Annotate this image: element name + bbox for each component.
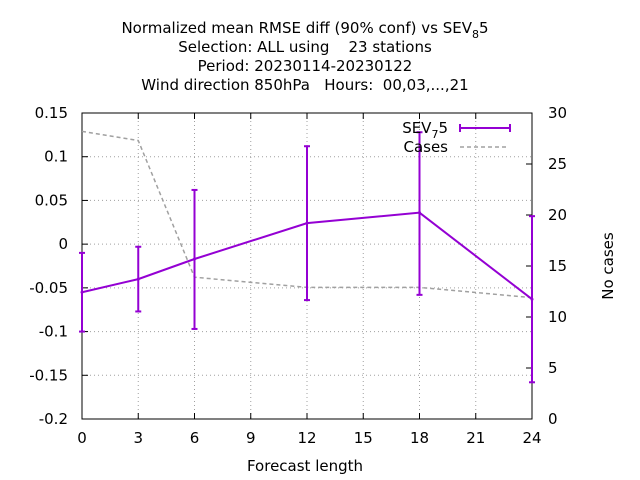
data-point	[305, 221, 309, 225]
x-tick-label: 15	[354, 429, 373, 447]
y2-tick-label: 30	[548, 104, 567, 122]
y-tick-label: -0.15	[29, 366, 68, 384]
y2-tick-label: 0	[548, 410, 558, 428]
y2-tick-label: 20	[548, 206, 567, 224]
series-sev	[79, 131, 535, 384]
data-point	[136, 277, 140, 281]
x-tick-label: 6	[190, 429, 200, 447]
sev-line	[81, 211, 533, 301]
y2-tick-label: 5	[548, 359, 558, 377]
y-tick-label: -0.1	[39, 323, 68, 341]
x-axis-label: Forecast length	[247, 457, 363, 475]
x-tick-label: 3	[133, 429, 143, 447]
y-tick-label: -0.05	[29, 279, 68, 297]
title-line-4: Wind direction 850hPa Hours: 00,03,...,2…	[141, 76, 468, 94]
title-line-2: Selection: ALL using 23 stations	[178, 38, 432, 56]
y-tick-label: 0	[58, 235, 68, 253]
x-tick-label: 21	[466, 429, 485, 447]
chart-title: Normalized mean RMSE diff (90% conf) vs …	[121, 19, 488, 94]
y-tick-label: 0.15	[35, 104, 68, 122]
x-tick-label: 18	[410, 429, 429, 447]
title-line-3: Period: 20230114-20230122	[198, 57, 413, 75]
legend-label-cases: Cases	[403, 138, 448, 156]
x-tick-label: 9	[246, 429, 256, 447]
x-tick-label: 0	[77, 429, 87, 447]
y-tick-label: 0.05	[35, 191, 68, 209]
tick-labels: 0 3 6 9 12 15 18 21 24 -0.2 -0.15 -0.1 -0.05 0 0.05 0.1…	[29, 104, 567, 447]
legend-label-sev: SEV75	[402, 119, 448, 141]
y-tick-label: 0.1	[44, 148, 68, 166]
data-point	[193, 257, 196, 261]
legend-sample-sev	[459, 124, 511, 132]
y-tick-label: -0.2	[39, 410, 68, 428]
y2-tick-label: 15	[548, 257, 567, 275]
legend: SEV75 Cases	[402, 119, 511, 156]
title-line-1: Normalized mean RMSE diff (90% conf) vs …	[121, 19, 488, 41]
y2-tick-label: 25	[548, 155, 567, 173]
y2-axis-label: No cases	[599, 232, 617, 300]
data-point	[418, 211, 421, 215]
data-point	[80, 290, 84, 294]
x-tick-label: 12	[297, 429, 316, 447]
x-tick-label: 24	[522, 429, 541, 447]
data-point	[530, 297, 534, 301]
y2-tick-label: 10	[548, 308, 567, 326]
